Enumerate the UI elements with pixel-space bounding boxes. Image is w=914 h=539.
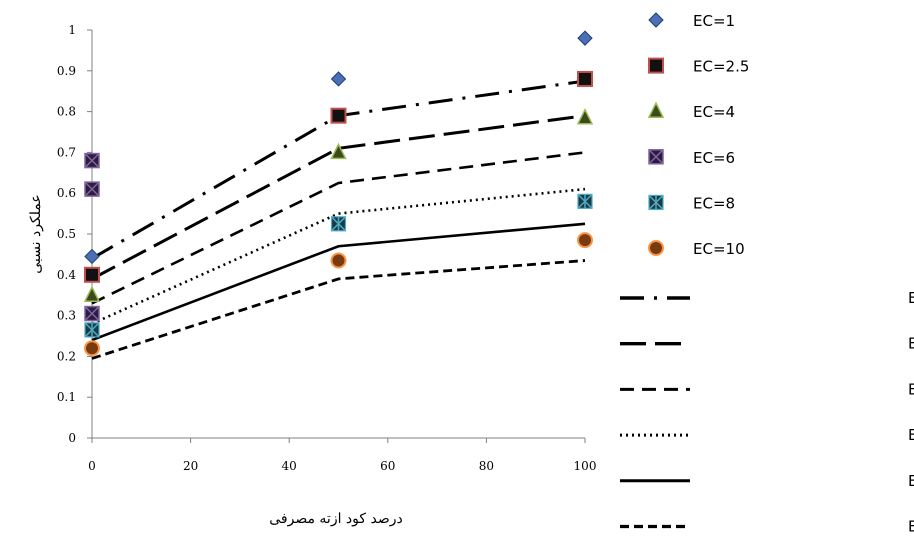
marker-ec-4-point-2 [84,181,100,197]
x-tick-label: 40 [282,459,297,473]
marker-ec-4-point-3 [84,305,100,322]
y-tick-label: 0.5 [57,227,76,241]
marker-ec-1-point-3 [577,30,593,46]
legend-marker-2 [648,57,664,74]
legend-marker-5 [648,194,664,210]
y-tick-label: 0.3 [57,309,76,323]
x-tick-label: 0 [88,459,96,473]
marker-ec-6-point-3 [577,232,593,249]
marker-ec-6-point-2 [330,252,347,269]
y-tick-label: 1 [68,23,76,37]
marker-ec-1-point-2 [330,71,347,87]
model-line-5 [91,222,586,342]
marker-ec-4-point-1 [84,152,100,169]
legend-model-label-2: EC2.5- LSمدل اصلاح شده [908,335,914,353]
legend-label-6: EC=10 [693,240,745,258]
y-tick-label: 0.6 [57,186,76,200]
model-line-2 [91,114,586,281]
marker-ec-2-point-3 [577,70,593,87]
marker-ec-3-point-3 [576,108,594,125]
legend-label-3: EC=4 [693,103,735,121]
legend-model-label-5: EC=8- LSمدل اصلاح شده [908,472,914,490]
x-tick-label: 100 [574,459,597,473]
marker-ec-3-point-2 [330,142,347,160]
legend-model-label-4: EC6- LSمدل اصلاح شده [908,426,914,444]
x-tick-label: 60 [380,459,395,473]
legend-marker-4 [648,149,664,165]
y-tick-label: 0.1 [57,390,76,404]
observed-markers [83,30,594,357]
y-tick-label: 0.8 [57,105,76,119]
model-line-1 [91,79,586,260]
marker-ec-6-point-1 [84,340,100,357]
legend-marker-1 [648,12,664,28]
y-tick-label: 0 [68,431,76,445]
x-tick-label: 20 [183,459,198,473]
marker-ec-2-point-2 [330,107,347,124]
x-axis-title: درصد کود ازته مصرفی [269,511,403,527]
legend: EC=1 EC=2.5 EC=4 EC=6 EC=8 EC=10 EC1-LSمدل اصل… [620,12,914,536]
legend-label-5: EC=8 [693,194,735,212]
marker-ec-1-point-1 [84,248,100,265]
y-tick-label: 0.2 [57,349,76,363]
marker-ec-2-point-1 [84,266,100,283]
marker-ec-5-point-3 [577,193,593,209]
legend-model-label-3: EC4- LSمدل اصلاح شده [908,380,914,398]
marker-ec-5-point-1 [84,322,100,338]
legend-marker-6 [648,240,664,256]
x-tick-label: 80 [479,459,494,473]
legend-label-4: EC=6 [693,149,735,167]
model-line-6 [91,259,586,360]
marker-ec-3-point-1 [83,285,101,302]
y-ticks: 0 0.1 0.2 0.3 0.4 0.5 0.6 0.7 0.8 0.9 1 [57,23,92,445]
legend-model-label-6: EC=10- LSمدل اصلاح شده [908,518,914,536]
y-axis-title: عملکرد نسبی [28,194,44,274]
y-tick-label: 0.7 [57,145,76,159]
legend-model-label-1: EC1-LSمدل اصلاح شده [908,289,914,307]
legend-label-1: EC=1 [693,12,735,30]
legend-marker-3 [647,101,665,118]
y-tick-label: 0.4 [57,268,76,282]
x-ticks: 0 20 40 60 80 100 [88,438,596,473]
legend-label-2: EC=2.5 [693,58,749,76]
y-tick-label: 0.9 [57,64,76,78]
model-line-3 [91,151,586,305]
marker-ec-5-point-2 [330,216,347,232]
